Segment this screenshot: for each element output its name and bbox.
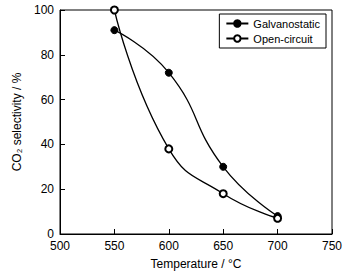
svg-text:0: 0 [47,227,54,241]
svg-text:100: 100 [34,3,54,17]
svg-text:750: 750 [322,239,342,253]
svg-text:500: 500 [50,239,70,253]
svg-text:700: 700 [268,239,288,253]
svg-text:CO₂ selectivity / %: CO₂ selectivity / % [10,72,24,171]
svg-text:550: 550 [104,239,124,253]
svg-text:Open-circuit: Open-circuit [253,33,312,45]
svg-text:650: 650 [213,239,233,253]
svg-text:40: 40 [41,137,55,151]
svg-text:60: 60 [41,93,55,107]
svg-text:20: 20 [41,182,55,196]
svg-text:80: 80 [41,48,55,62]
svg-text:Galvanostatic: Galvanostatic [253,18,320,30]
svg-text:600: 600 [159,239,179,253]
svg-text:Temperature / °C: Temperature / °C [151,257,242,271]
